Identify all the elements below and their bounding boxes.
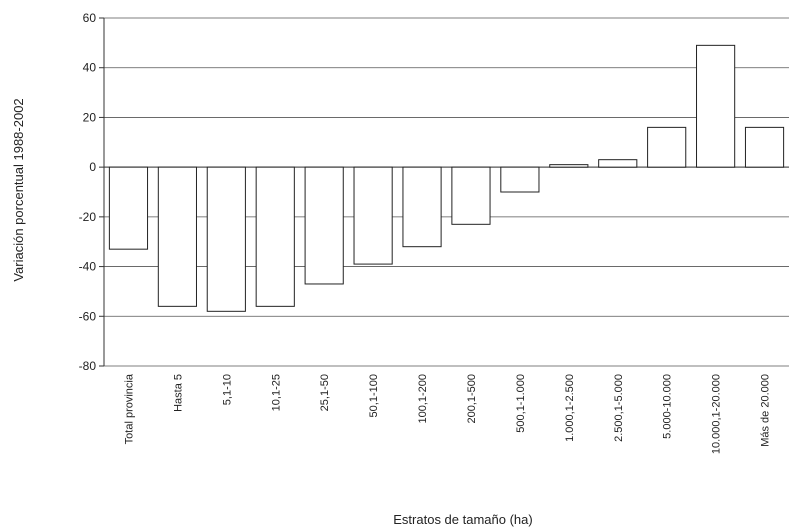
x-tick-label: 50,1-100 <box>368 374 380 417</box>
x-tick-label: 100,1-200 <box>417 374 429 424</box>
bar <box>500 166 540 193</box>
bar <box>353 166 393 265</box>
y-axis: 60 40 20 0 -20 -40 -60 -80 <box>79 11 105 373</box>
bar <box>304 166 344 285</box>
y-tick-label: 0 <box>89 160 96 174</box>
y-tick-label: 60 <box>83 11 97 25</box>
bar <box>549 164 589 168</box>
bars <box>108 44 785 312</box>
bar <box>647 126 687 168</box>
x-tick-label: 10,1-25 <box>270 374 282 411</box>
x-tick-label: 500,1-1.000 <box>515 374 527 433</box>
bar <box>206 166 246 312</box>
x-tick-label: 25,1-50 <box>319 374 331 411</box>
bar <box>402 166 442 248</box>
x-tick-label: 5.000-10.000 <box>662 374 674 439</box>
bar <box>255 166 295 307</box>
bar <box>598 159 638 168</box>
y-axis-label: Variación porcentual 1988-2002 <box>11 98 26 281</box>
x-tick-label: 10.000,1-20.000 <box>711 374 723 454</box>
y-tick-label: -60 <box>79 309 97 323</box>
x-axis: Total provincia Hasta 5 5,1-10 10,1-25 25,1-… <box>123 373 771 454</box>
bar <box>451 166 491 225</box>
x-tick-label: 200,1-500 <box>466 374 478 424</box>
x-tick-label: Total provincia <box>123 373 135 444</box>
y-tick-label: 20 <box>83 110 97 124</box>
x-tick-label: Más de 20.000 <box>760 374 772 447</box>
bar <box>744 126 785 168</box>
bar <box>108 166 149 250</box>
x-tick-label: 5,1-10 <box>221 374 233 405</box>
x-tick-label: Hasta 5 <box>172 374 184 412</box>
y-tick-label: 40 <box>83 61 97 75</box>
bar <box>696 44 736 168</box>
y-tick-label: -20 <box>79 210 97 224</box>
x-tick-label: 2.500,1-5.000 <box>613 374 625 442</box>
x-axis-label: Estratos de tamaño (ha) <box>393 512 532 527</box>
y-tick-label: -80 <box>79 359 97 373</box>
y-tick-label: -40 <box>79 260 97 274</box>
bar <box>157 166 197 307</box>
x-tick-label: 1.000,1-2.500 <box>564 374 576 442</box>
